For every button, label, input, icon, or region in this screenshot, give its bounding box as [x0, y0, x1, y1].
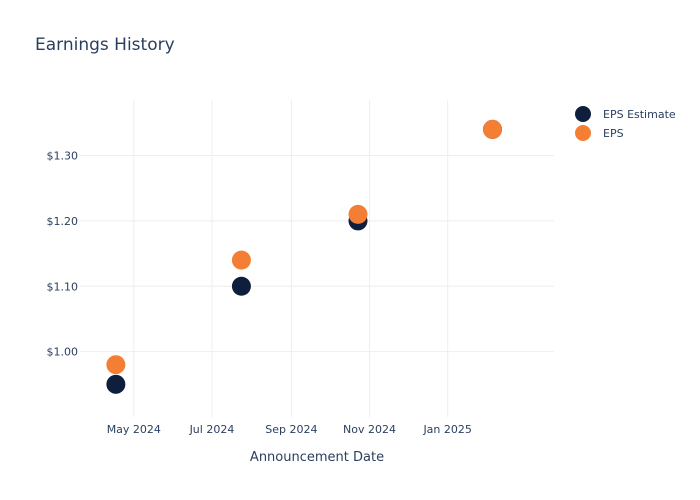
y-tick-label: $1.30 — [47, 150, 79, 163]
eps-point — [231, 250, 251, 270]
legend-label: EPS Estimate — [603, 108, 676, 121]
eps-estimate-point — [106, 374, 126, 394]
x-tick-label: Sep 2024 — [265, 423, 317, 436]
grid-layer — [80, 100, 554, 417]
x-axis-title: Announcement Date — [250, 450, 384, 465]
eps-point — [483, 119, 503, 139]
legend-marker — [575, 125, 591, 141]
eps-point — [106, 355, 126, 375]
x-tick-label: May 2024 — [107, 423, 161, 436]
y-tick-label: $1.10 — [47, 280, 79, 293]
legend-label: EPS — [603, 127, 624, 140]
eps-point — [348, 204, 368, 224]
series-eps-estimate — [106, 119, 503, 394]
x-axis-ticks: May 2024 Jul 2024 Sep 2024 Nov 2024 Jan 2025 — [107, 423, 472, 436]
legend-marker — [575, 106, 591, 122]
chart-title: Earnings History — [35, 35, 175, 55]
x-tick-label: Jan 2025 — [422, 423, 471, 436]
eps-estimate-point — [231, 276, 251, 296]
legend-item-eps[interactable]: EPS — [575, 125, 624, 141]
y-tick-label: $1.20 — [47, 215, 79, 228]
legend: EPS Estimate EPS — [575, 106, 676, 141]
data-points — [106, 119, 503, 394]
x-tick-label: Nov 2024 — [343, 423, 396, 436]
y-tick-label: $1.00 — [47, 346, 79, 359]
legend-item-eps-estimate[interactable]: EPS Estimate — [575, 106, 676, 122]
x-tick-label: Jul 2024 — [189, 423, 235, 436]
y-axis-ticks: $1.00 $1.10 $1.20 $1.30 — [47, 150, 79, 359]
series-eps — [106, 119, 503, 375]
